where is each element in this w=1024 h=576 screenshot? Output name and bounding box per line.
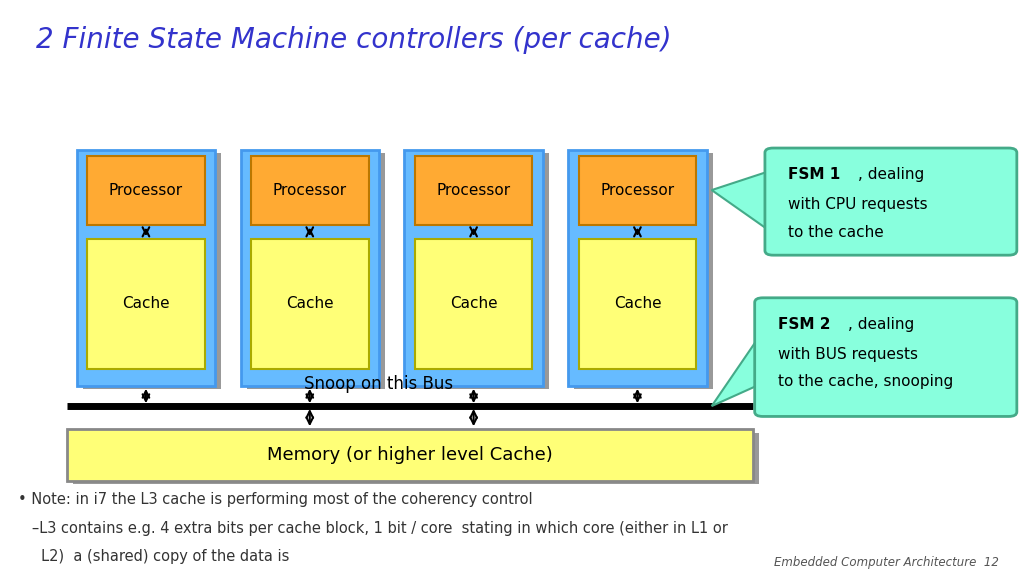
Text: , dealing: , dealing <box>858 167 925 182</box>
Text: Memory (or higher level Cache): Memory (or higher level Cache) <box>266 446 553 464</box>
Bar <box>415 239 532 369</box>
FancyBboxPatch shape <box>765 148 1017 255</box>
Text: • Note: in i7 the L3 cache is performing most of the coherency control: • Note: in i7 the L3 cache is performing… <box>18 492 534 507</box>
Bar <box>411 153 549 389</box>
Polygon shape <box>712 331 763 406</box>
Bar <box>73 433 759 484</box>
Text: Processor: Processor <box>109 183 183 198</box>
Bar <box>579 156 696 225</box>
Polygon shape <box>712 170 773 233</box>
Text: FSM 2: FSM 2 <box>778 317 830 332</box>
Bar <box>574 153 713 389</box>
Text: with CPU requests: with CPU requests <box>788 197 928 212</box>
Bar <box>568 150 707 386</box>
Text: with BUS requests: with BUS requests <box>778 347 919 362</box>
Bar <box>87 239 205 369</box>
Text: Cache: Cache <box>613 296 662 312</box>
Bar <box>83 153 221 389</box>
Bar <box>87 156 205 225</box>
Text: –L3 contains e.g. 4 extra bits per cache block, 1 bit / core  stating in which c: –L3 contains e.g. 4 extra bits per cache… <box>18 521 728 536</box>
Bar <box>404 150 543 386</box>
Text: to the cache: to the cache <box>788 225 885 240</box>
FancyBboxPatch shape <box>755 298 1017 416</box>
Text: 2 Finite State Machine controllers (per cache): 2 Finite State Machine controllers (per … <box>36 26 672 54</box>
Bar <box>241 150 379 386</box>
Text: Embedded Computer Architecture  12: Embedded Computer Architecture 12 <box>773 556 998 569</box>
Text: Cache: Cache <box>122 296 170 312</box>
Text: to the cache, snooping: to the cache, snooping <box>778 374 953 389</box>
Text: Cache: Cache <box>450 296 498 312</box>
Bar <box>251 239 369 369</box>
Bar <box>77 150 215 386</box>
Text: FSM 1: FSM 1 <box>788 167 841 182</box>
Text: Processor: Processor <box>600 183 675 198</box>
Text: Cache: Cache <box>286 296 334 312</box>
Bar <box>579 239 696 369</box>
Bar <box>247 153 385 389</box>
Text: L2)  a (shared) copy of the data is: L2) a (shared) copy of the data is <box>18 549 290 564</box>
Text: Snoop on this Bus: Snoop on this Bus <box>304 376 454 393</box>
Text: Processor: Processor <box>436 183 511 198</box>
Bar <box>251 156 369 225</box>
Bar <box>415 156 532 225</box>
Text: Processor: Processor <box>272 183 347 198</box>
Bar <box>67 429 753 481</box>
Text: , dealing: , dealing <box>848 317 914 332</box>
